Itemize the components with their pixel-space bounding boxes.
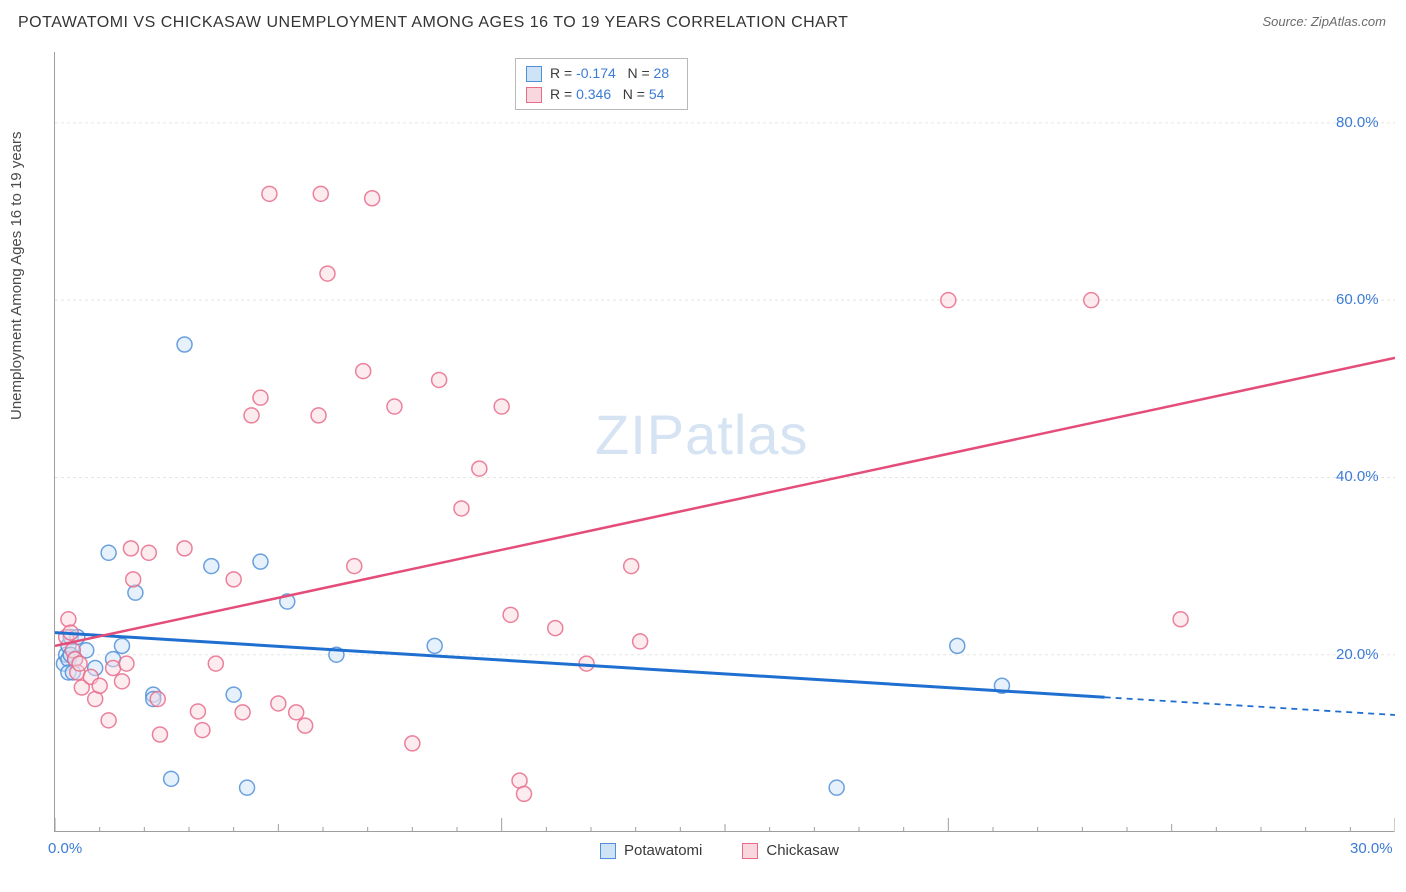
legend-stats-row: R = -0.174 N = 28 xyxy=(526,63,669,84)
legend-swatch xyxy=(526,87,542,103)
chart-title: POTAWATOMI VS CHICKASAW UNEMPLOYMENT AMO… xyxy=(18,14,848,32)
legend-n-value: 28 xyxy=(654,65,670,81)
y-tick-label: 60.0% xyxy=(1336,291,1379,308)
source-prefix: Source: xyxy=(1262,14,1310,29)
x-tick-label: 30.0% xyxy=(1350,840,1393,857)
source-name: ZipAtlas.com xyxy=(1311,14,1386,29)
y-axis-label: Unemployment Among Ages 16 to 19 years xyxy=(8,131,25,420)
legend-r-value: 0.346 xyxy=(576,86,611,102)
legend-r-value: -0.174 xyxy=(576,65,616,81)
legend-series-name: Chickasaw xyxy=(766,842,839,859)
legend-item: Chickasaw xyxy=(742,842,839,859)
y-tick-label: 40.0% xyxy=(1336,468,1379,485)
legend-stats-box: R = -0.174 N = 28R = 0.346 N = 54 xyxy=(515,58,688,110)
legend-n-label: N = xyxy=(623,86,649,102)
watermark-zip: ZIP xyxy=(595,403,685,466)
legend-r-label: R = xyxy=(550,65,576,81)
legend-series-name: Potawatomi xyxy=(624,842,702,859)
source-attribution: Source: ZipAtlas.com xyxy=(1262,14,1386,29)
watermark-atlas: atlas xyxy=(685,403,808,466)
y-tick-label: 80.0% xyxy=(1336,114,1379,131)
legend-n-value: 54 xyxy=(649,86,665,102)
legend-swatch xyxy=(742,843,758,859)
plot-area: ZIPatlas R = -0.174 N = 28R = 0.346 N = … xyxy=(54,52,1394,832)
y-tick-label: 20.0% xyxy=(1336,646,1379,663)
x-tick-label: 0.0% xyxy=(48,840,82,857)
legend-r-label: R = xyxy=(550,86,576,102)
legend-swatch xyxy=(600,843,616,859)
legend-item: Potawatomi xyxy=(600,842,702,859)
watermark: ZIPatlas xyxy=(595,402,808,467)
legend-stats-row: R = 0.346 N = 54 xyxy=(526,84,669,105)
legend-n-label: N = xyxy=(627,65,653,81)
legend-swatch xyxy=(526,66,542,82)
legend-bottom: Potawatomi Chickasaw xyxy=(600,842,879,859)
